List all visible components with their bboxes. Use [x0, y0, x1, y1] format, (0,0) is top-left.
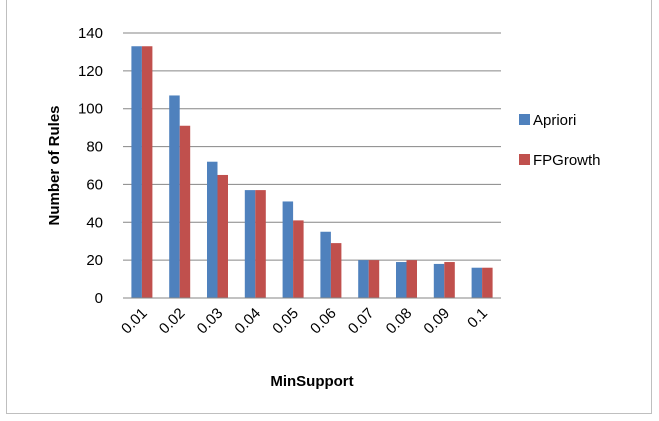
bar-fpgrowth-0.1	[482, 267, 493, 298]
y-axis-tick-labels: 0 20 40 60 80 100 120 140	[78, 25, 103, 307]
bar-fpgrowth-0.07	[368, 260, 380, 298]
bar-fpgrowth-0.04	[255, 190, 266, 298]
bar-fpgrowth-0.08	[406, 260, 417, 298]
y-tick-label: 0	[95, 290, 103, 307]
bar-fpgrowth-0.09	[444, 262, 455, 298]
x-axis-tick-labels: 0.01 0.02 0.03 0.04 0.05 0.06 0.07 0.08 0.09 0.1	[118, 305, 491, 338]
bar-apriori-0.01	[131, 46, 142, 298]
x-tick-label: 0.02	[156, 305, 189, 338]
bar-apriori-0.09	[433, 263, 445, 298]
x-tick-label: 0.06	[307, 305, 340, 338]
y-tick-label: 80	[86, 139, 103, 156]
legend-label-apriori: Apriori	[533, 112, 576, 129]
x-tick-label: 0.03	[194, 305, 227, 338]
y-tick-label: 60	[86, 176, 103, 193]
y-axis-title: Number of Rules	[46, 105, 63, 225]
bar-apriori-0.05	[282, 201, 294, 298]
x-tick-label: 0.07	[345, 305, 378, 338]
legend-swatch-apriori	[519, 114, 530, 125]
x-tick-label: 0.05	[269, 305, 302, 338]
chart-frame	[6, 0, 652, 414]
y-tick-label: 140	[78, 25, 103, 42]
x-tick-label: 0.1	[464, 305, 491, 332]
bar-apriori-0.02	[169, 95, 180, 298]
bar-fpgrowth-0.02	[179, 125, 191, 298]
bar-fpgrowth-0.03	[217, 174, 228, 298]
x-axis-title: MinSupport	[270, 373, 353, 390]
legend-label-fpgrowth: FPGrowth	[533, 152, 601, 169]
y-tick-label: 120	[78, 63, 103, 80]
x-tick-label: 0.01	[118, 305, 151, 338]
bar-fpgrowth-0.01	[141, 46, 153, 298]
legend-swatch-fpgrowth	[519, 154, 530, 165]
bar-apriori-0.1	[471, 267, 483, 298]
bar-fpgrowth-0.06	[330, 243, 342, 298]
bar-apriori-0.06	[320, 231, 331, 298]
bar-apriori-0.08	[396, 262, 407, 298]
y-tick-label: 20	[86, 252, 103, 269]
x-tick-label: 0.09	[420, 305, 453, 338]
bar-apriori-0.07	[358, 260, 369, 298]
bars	[131, 46, 493, 298]
y-tick-label: 100	[78, 101, 103, 118]
x-tick-label: 0.08	[383, 305, 416, 338]
bar-apriori-0.03	[207, 161, 218, 298]
y-tick-label: 40	[86, 214, 103, 231]
bar-apriori-0.04	[244, 190, 256, 298]
legend: Apriori FPGrowth	[519, 112, 601, 169]
x-tick-label: 0.04	[231, 305, 264, 338]
bar-fpgrowth-0.05	[293, 220, 304, 298]
